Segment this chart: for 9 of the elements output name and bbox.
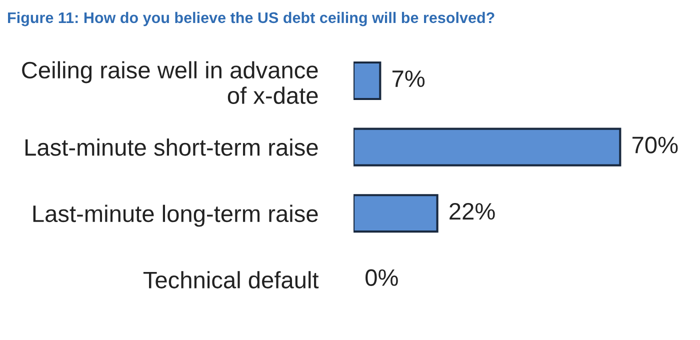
data-label: 7% [392,70,425,87]
y-tick-label: Ceiling raise well in advance of x-date [22,61,318,104]
data-label: 70% [632,136,678,154]
y-tick-label: Last-minute short-term raise [26,138,318,156]
data-label: 22% [450,202,495,220]
y-tick-label: Last-minute long-term raise [33,204,318,227]
y-tick-label: Technical default [143,271,319,288]
chart-title: Figure 11: How do you believe the US debt ceiling will be resolved? [8,12,494,26]
data-label: 0% [366,269,398,286]
